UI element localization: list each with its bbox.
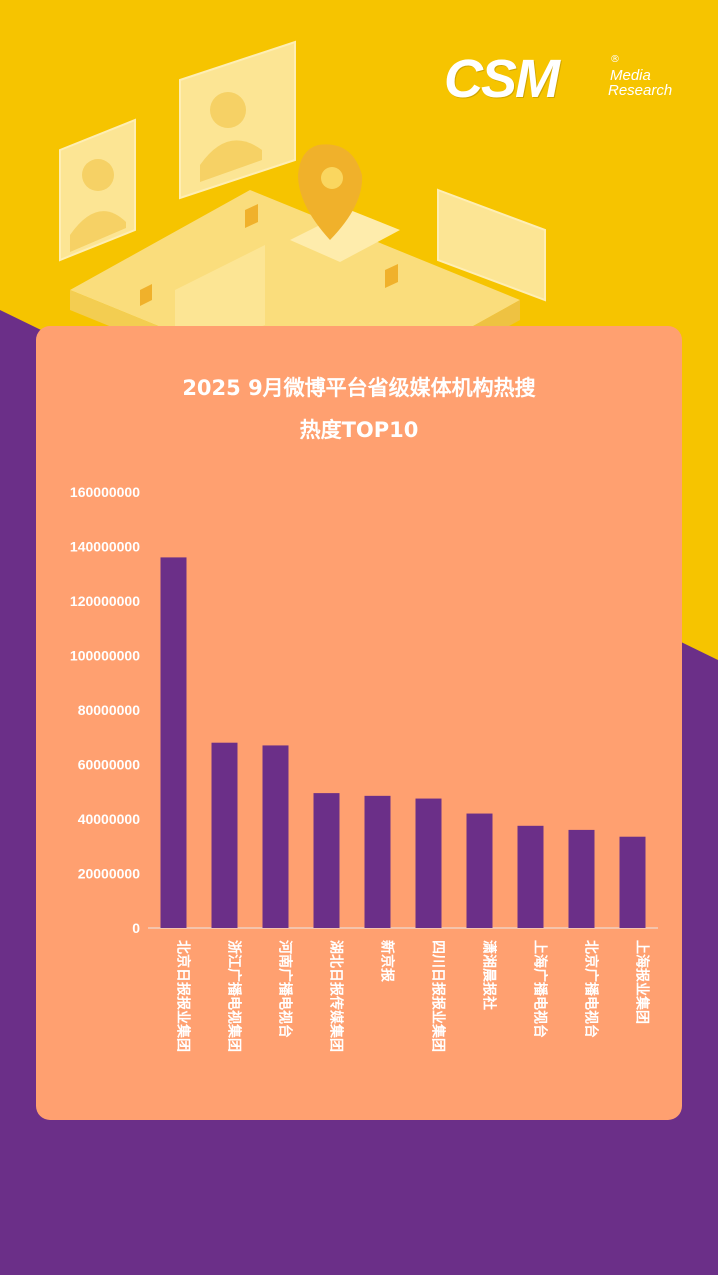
chart-panel: 0 20000000 40000000 60000000 80000000 1000000…	[36, 326, 682, 1120]
x-tick-label: 浙江广播电视集团	[226, 940, 243, 1052]
x-tick-label: 北京日报报业集团	[175, 940, 192, 1052]
x-tick-label: 河南广播电视台	[277, 940, 294, 1038]
logo-registered-mark: ®	[610, 54, 620, 65]
x-tick-label: 上海广播电视台	[532, 940, 549, 1038]
bar	[211, 742, 238, 928]
y-tick-label: 40000000	[78, 811, 141, 827]
bar	[415, 798, 442, 928]
bar	[262, 745, 289, 928]
bar	[619, 836, 646, 928]
y-tick-label: 20000000	[78, 866, 141, 882]
bar	[568, 829, 595, 928]
y-tick-label: 100000000	[70, 648, 140, 664]
y-tick-label: 60000000	[78, 757, 141, 773]
x-tick-label: 上海报业集团	[634, 940, 651, 1024]
x-tick-label: 四川日报报业集团	[430, 940, 447, 1052]
x-tick-label: 新京报	[379, 940, 396, 982]
csm-media-research-logo: CSM ® Media Research	[444, 52, 694, 112]
bar	[466, 813, 493, 928]
logo-research-text: Research	[608, 82, 673, 99]
y-tick-label: 80000000	[78, 702, 141, 718]
y-tick-label: 120000000	[70, 593, 140, 609]
bar	[313, 793, 340, 928]
bar-chart: 0 20000000 40000000 60000000 80000000 1000000…	[70, 484, 658, 1052]
y-tick-label: 140000000	[70, 539, 140, 555]
bar	[160, 557, 187, 928]
bar	[517, 825, 544, 928]
chart-title-line1: 2025 9月微博平台省级媒体机构热搜	[182, 376, 536, 400]
chart-title-line2: 热度TOP10	[299, 418, 419, 442]
y-tick-label: 0	[132, 920, 140, 936]
x-tick-label: 潇湘晨报社	[481, 940, 498, 1010]
x-tick-label: 湖北日报传媒集团	[328, 940, 345, 1052]
x-tick-label: 北京广播电视台	[583, 940, 600, 1038]
logo-media-text: Media	[610, 67, 651, 84]
logo-brand: CSM	[444, 49, 560, 109]
bar	[364, 795, 391, 928]
y-tick-label: 160000000	[70, 484, 140, 500]
